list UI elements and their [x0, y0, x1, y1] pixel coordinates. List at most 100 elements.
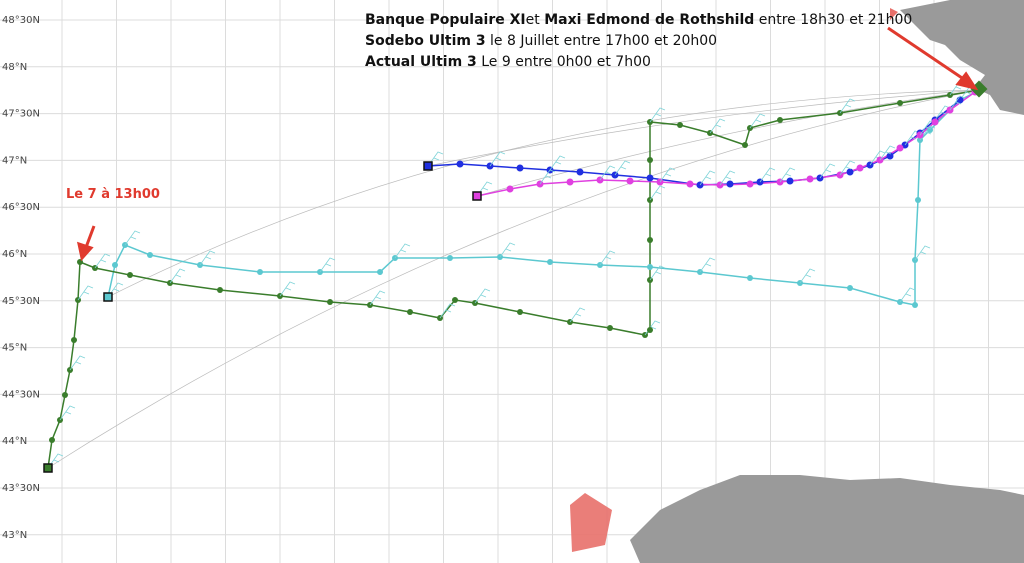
wind-barb — [879, 145, 896, 161]
wind-barb — [839, 98, 856, 114]
wind-barb — [539, 169, 556, 185]
track-point — [517, 309, 523, 315]
latitude-label: 44°N — [2, 436, 27, 447]
track-point — [127, 272, 133, 278]
track-point — [896, 144, 904, 152]
wind-barb — [779, 167, 796, 183]
wind-barb — [614, 160, 631, 176]
wind-barb — [749, 113, 766, 129]
wind-barb — [94, 253, 111, 269]
track-point — [407, 309, 413, 315]
legend-line: Sodebo Ultim 3 le 8 Juillet entre 17h00 … — [365, 33, 717, 49]
track-maxi-edmond — [47, 89, 981, 469]
track-point — [647, 157, 653, 163]
wind-barb — [649, 107, 666, 123]
wind-barb — [799, 268, 816, 284]
wind-barb — [839, 160, 856, 176]
land-spain — [630, 475, 1024, 563]
latitude-label: 45°N — [2, 343, 27, 354]
latitude-label: 44°30N — [2, 389, 40, 400]
route — [427, 89, 981, 167]
start-marker — [472, 191, 482, 201]
arrows — [76, 26, 979, 262]
wind-barb — [489, 151, 506, 167]
great-circles — [47, 89, 981, 469]
latitude-labels: 48°30N 48°N 47°30N 47°N 46°30N 46°N 45°30N 45°N… — [2, 15, 40, 541]
flag — [890, 8, 898, 20]
track-point — [112, 262, 118, 268]
wind-barb — [319, 257, 336, 273]
track-point — [647, 327, 653, 333]
track-point — [626, 177, 634, 185]
arrow-head — [76, 241, 94, 262]
wind-barb — [569, 307, 586, 323]
track-point — [726, 180, 734, 188]
track-point — [746, 180, 754, 188]
wind-barb — [279, 281, 296, 297]
track-point — [777, 117, 783, 123]
route — [107, 89, 981, 298]
track-point — [806, 175, 814, 183]
latitude-label: 43°N — [2, 530, 27, 541]
track-point — [377, 269, 383, 275]
latitude-label: 47°30N — [2, 109, 40, 120]
legend-text: Sodebo Ultim 3 — [365, 33, 486, 49]
track-point — [607, 325, 613, 331]
track-point — [931, 118, 939, 126]
note: Le 7 à 13h00 — [66, 187, 160, 202]
track-point — [742, 142, 748, 148]
track-point — [71, 337, 77, 343]
wind-barb — [439, 303, 456, 319]
track-point — [576, 168, 584, 176]
legend-text: entre 18h30 et 21h00 — [754, 12, 912, 28]
track-point — [147, 252, 153, 258]
track-point — [547, 259, 553, 265]
legend-text: Banque Populaire XI — [365, 12, 526, 28]
legend-text: et — [526, 12, 545, 28]
wind-barb — [69, 355, 86, 371]
start-marker — [103, 292, 113, 302]
wind-barb — [199, 250, 216, 266]
track-point — [677, 122, 683, 128]
track-banque-populaire — [427, 99, 961, 186]
wind-barb — [474, 288, 491, 304]
tracks — [45, 80, 983, 471]
wind-barb — [709, 118, 726, 134]
wind-barb — [77, 285, 94, 301]
track-point — [686, 180, 694, 188]
track-point — [847, 285, 853, 291]
legend-text: Actual Ultim 3 — [365, 54, 477, 70]
exclusion-zone — [570, 493, 612, 552]
legend-line: Banque Populaire XIet Maxi Edmond de Rot… — [365, 12, 912, 28]
wind-barb — [169, 268, 186, 284]
wind-barb — [649, 185, 666, 201]
wind-barb — [369, 290, 386, 306]
wind-barb — [699, 170, 716, 186]
route — [47, 89, 981, 469]
latitude-label: 46°30N — [2, 202, 40, 213]
latitude-label: 47°N — [2, 155, 27, 166]
start-marker — [423, 161, 433, 171]
track-point — [447, 255, 453, 261]
track-point — [49, 437, 55, 443]
wind-barb — [899, 287, 916, 303]
track-point — [927, 127, 933, 133]
track-point — [846, 168, 854, 176]
route — [476, 89, 981, 197]
latitude-label: 45°30N — [2, 296, 40, 307]
wind-barb — [819, 163, 836, 179]
latitude-label: 48°30N — [2, 15, 40, 26]
track-point — [912, 302, 918, 308]
track-sodebo — [476, 91, 976, 197]
track-point — [516, 164, 524, 172]
arrow-head — [955, 71, 979, 91]
legend-text: Maxi Edmond de Rothshild — [544, 12, 754, 28]
track-point — [257, 269, 263, 275]
track-point — [566, 178, 574, 186]
wind-barb — [394, 243, 411, 259]
wind-barb — [914, 245, 931, 261]
track-point — [217, 287, 223, 293]
wind-barb — [949, 95, 966, 111]
